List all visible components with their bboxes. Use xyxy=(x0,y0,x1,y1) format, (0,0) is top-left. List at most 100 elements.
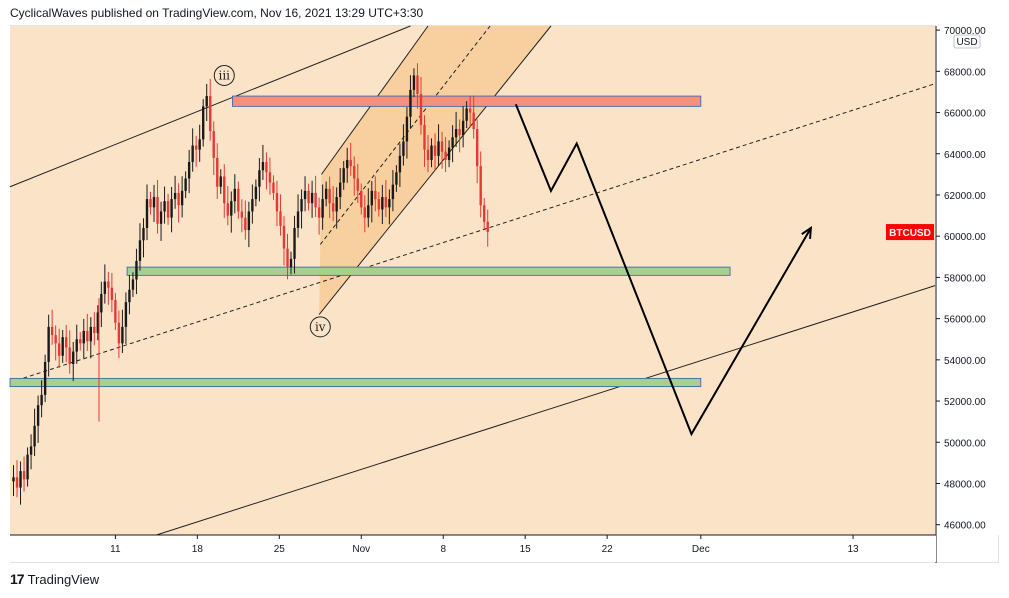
time-axis-label: 15 xyxy=(520,544,532,555)
candle-body xyxy=(447,147,451,160)
candle-body xyxy=(79,339,82,344)
candle-body xyxy=(114,300,117,323)
price-axis-label: 46000.00 xyxy=(944,521,986,532)
candle-body xyxy=(321,199,324,218)
candle-body xyxy=(209,96,212,132)
candle-body xyxy=(103,281,107,294)
currency-badge[interactable] xyxy=(953,34,981,49)
candle-body xyxy=(138,240,142,261)
candle-body xyxy=(247,211,251,231)
candle-body xyxy=(61,337,64,356)
tradingview-footer[interactable]: 17 TradingView xyxy=(10,571,99,587)
candle-body xyxy=(72,351,75,364)
candle-body xyxy=(437,141,440,156)
candle-body xyxy=(391,184,395,200)
candle-body xyxy=(201,106,205,140)
candle-body xyxy=(416,75,419,95)
last-price-symbol: BTCUSD xyxy=(889,228,931,239)
candle-body xyxy=(54,335,57,344)
price-axis-label: 48000.00 xyxy=(944,479,986,490)
wave-label-iii: iii xyxy=(219,68,231,82)
candle-body xyxy=(268,172,272,183)
candle-body xyxy=(40,394,43,406)
candle-body xyxy=(307,190,310,204)
price-axis-label: 52000.00 xyxy=(944,397,986,408)
support-zone-1[interactable] xyxy=(126,266,731,276)
candle-body xyxy=(180,190,184,206)
candle-body xyxy=(353,166,356,179)
candle-body xyxy=(22,471,26,480)
price-axis-label: 70000.00 xyxy=(944,26,986,37)
support-zone-2[interactable] xyxy=(9,377,702,388)
time-axis-label: Dec xyxy=(692,544,710,555)
candle-body xyxy=(426,149,430,160)
candle-body xyxy=(124,302,128,327)
candle-body xyxy=(43,361,47,395)
candle-body xyxy=(107,281,110,288)
candle-body xyxy=(282,225,286,249)
price-axis-label: 64000.00 xyxy=(944,150,986,161)
candle-body xyxy=(251,199,254,212)
candle-body xyxy=(349,159,352,167)
candle-body xyxy=(440,141,444,152)
candle-body xyxy=(254,186,258,200)
candle-body xyxy=(159,211,163,224)
candle-body xyxy=(244,217,247,231)
candle-body xyxy=(356,178,359,191)
candle-body xyxy=(338,182,342,198)
candle-body xyxy=(360,190,363,208)
candle-body xyxy=(331,203,335,212)
wave-label-circle xyxy=(309,316,331,338)
candle-body xyxy=(149,199,152,208)
candle-body xyxy=(184,178,187,191)
candle-body xyxy=(177,192,180,206)
candle-body xyxy=(100,293,103,313)
candle-body xyxy=(475,129,479,167)
candle-body xyxy=(233,188,237,202)
candle-body xyxy=(324,188,328,200)
candle-body xyxy=(135,260,138,280)
candle-body xyxy=(187,162,191,179)
candle-body xyxy=(381,197,384,210)
candle-body xyxy=(237,188,240,212)
candle-body xyxy=(468,108,472,113)
tradingview-logo-icon: 17 xyxy=(10,571,25,587)
candle-body xyxy=(89,326,92,342)
candle-body xyxy=(15,477,19,488)
candle-body xyxy=(398,155,402,173)
candle-body xyxy=(374,190,377,200)
candle-body xyxy=(444,151,447,160)
candle-body xyxy=(216,157,219,187)
candle-body xyxy=(483,205,486,222)
candle-body xyxy=(230,201,233,216)
candle-body xyxy=(131,279,135,290)
candle-body xyxy=(384,197,388,208)
candle-body xyxy=(163,201,166,212)
candle-body xyxy=(405,116,409,142)
candle-body xyxy=(198,139,201,150)
candle-body xyxy=(314,192,317,208)
price-axis-label: 56000.00 xyxy=(944,315,986,326)
candle-body xyxy=(121,326,124,344)
price-axis-label: 66000.00 xyxy=(944,109,986,120)
candle-body xyxy=(342,168,345,183)
candle-body xyxy=(412,75,416,90)
candle-body xyxy=(395,172,398,185)
candle-body xyxy=(117,322,121,344)
candle-body xyxy=(303,190,307,200)
candle-body xyxy=(335,197,338,212)
last-price-tag[interactable] xyxy=(886,224,934,241)
time-axis-label: 11 xyxy=(110,544,121,555)
price-axis-label: 60000.00 xyxy=(944,232,986,243)
outer-channel-fill xyxy=(10,26,935,535)
candle-body xyxy=(275,192,279,212)
candle-body xyxy=(279,211,282,226)
candle-body xyxy=(29,446,33,455)
candle-body xyxy=(36,405,40,426)
projection-arrow-head xyxy=(801,225,813,239)
candle-body xyxy=(33,425,36,447)
candle-body xyxy=(363,207,366,218)
price-axis-label: 68000.00 xyxy=(944,67,986,78)
candle-body xyxy=(409,89,412,117)
